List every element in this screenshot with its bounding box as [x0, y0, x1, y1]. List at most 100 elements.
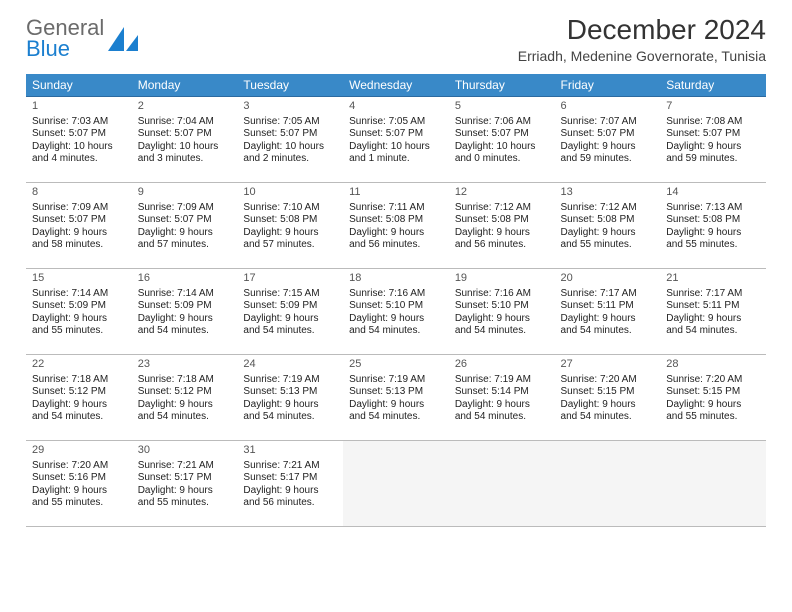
weekday-header: Thursday [449, 74, 555, 97]
calendar-cell [449, 441, 555, 527]
daylight-text: Daylight: 9 hours and 54 minutes. [349, 399, 443, 424]
sunset-text: Sunset: 5:09 PM [32, 300, 126, 313]
sunset-text: Sunset: 5:17 PM [243, 472, 337, 485]
sunrise-text: Sunrise: 7:06 AM [455, 116, 549, 129]
sunrise-text: Sunrise: 7:20 AM [666, 374, 760, 387]
sunset-text: Sunset: 5:15 PM [561, 386, 655, 399]
daylight-text: Daylight: 10 hours and 1 minute. [349, 141, 443, 166]
daylight-text: Daylight: 9 hours and 55 minutes. [666, 227, 760, 252]
sunrise-text: Sunrise: 7:17 AM [666, 288, 760, 301]
calendar-cell: 17Sunrise: 7:15 AMSunset: 5:09 PMDayligh… [237, 269, 343, 355]
day-number: 4 [349, 100, 443, 114]
daylight-text: Daylight: 9 hours and 55 minutes. [138, 485, 232, 510]
sunrise-text: Sunrise: 7:08 AM [666, 116, 760, 129]
sunrise-text: Sunrise: 7:15 AM [243, 288, 337, 301]
sunrise-text: Sunrise: 7:09 AM [138, 202, 232, 215]
daylight-text: Daylight: 9 hours and 59 minutes. [666, 141, 760, 166]
daylight-text: Daylight: 9 hours and 54 minutes. [243, 399, 337, 424]
sunrise-text: Sunrise: 7:16 AM [349, 288, 443, 301]
daylight-text: Daylight: 9 hours and 56 minutes. [455, 227, 549, 252]
calendar-cell: 14 Sunrise: 7:13 AMSunset: 5:08 PMDayligh… [660, 183, 766, 269]
sunrise-text: Sunrise: 7:09 AM [32, 202, 126, 215]
daylight-text: Daylight: 9 hours and 54 minutes. [561, 399, 655, 424]
sunrise-text: Sunrise: 7:03 AM [32, 116, 126, 129]
sunrise-text: Sunrise: 7:21 AM [243, 460, 337, 473]
calendar-cell: 4Sunrise: 7:05 AMSunset: 5:07 PMDaylight… [343, 97, 449, 183]
sunset-text: Sunset: 5:12 PM [32, 386, 126, 399]
sail-icon [106, 25, 140, 53]
day-number: 12 [455, 186, 549, 200]
calendar-table: SundayMondayTuesdayWednesdayThursdayFrid… [26, 74, 766, 527]
day-number: 24 [243, 358, 337, 372]
sunset-text: Sunset: 5:07 PM [243, 128, 337, 141]
sunset-text: Sunset: 5:09 PM [243, 300, 337, 313]
calendar-cell: 24Sunrise: 7:19 AMSunset: 5:13 PMDayligh… [237, 355, 343, 441]
day-number: 6 [561, 100, 655, 114]
sunset-text: Sunset: 5:09 PM [138, 300, 232, 313]
calendar-cell: 29Sunrise: 7:20 AMSunset: 5:16 PMDayligh… [26, 441, 132, 527]
location-text: Erriadh, Medenine Governorate, Tunisia [518, 48, 766, 64]
sunset-text: Sunset: 5:10 PM [455, 300, 549, 313]
day-number: 13 [561, 186, 655, 200]
daylight-text: Daylight: 9 hours and 58 minutes. [32, 227, 126, 252]
sunset-text: Sunset: 5:11 PM [561, 300, 655, 313]
sunset-text: Sunset: 5:08 PM [666, 214, 760, 227]
daylight-text: Daylight: 9 hours and 54 minutes. [666, 313, 760, 338]
sunrise-text: Sunrise: 7:21 AM [138, 460, 232, 473]
calendar-cell: 19Sunrise: 7:16 AMSunset: 5:10 PMDayligh… [449, 269, 555, 355]
daylight-text: Daylight: 9 hours and 54 minutes. [138, 313, 232, 338]
day-number: 10 [243, 186, 337, 200]
calendar-cell: 11Sunrise: 7:11 AMSunset: 5:08 PMDayligh… [343, 183, 449, 269]
sunrise-text: Sunrise: 7:05 AM [349, 116, 443, 129]
weekday-header: Friday [555, 74, 661, 97]
daylight-text: Daylight: 9 hours and 57 minutes. [243, 227, 337, 252]
sunset-text: Sunset: 5:08 PM [561, 214, 655, 227]
sunset-text: Sunset: 5:08 PM [243, 214, 337, 227]
sunrise-text: Sunrise: 7:19 AM [455, 374, 549, 387]
calendar-cell [660, 441, 766, 527]
calendar-cell: 27 Sunrise: 7:20 AMSunset: 5:15 PMDayligh… [555, 355, 661, 441]
calendar-cell: 12Sunrise: 7:12 AMSunset: 5:08 PMDayligh… [449, 183, 555, 269]
logo-text: General Blue [26, 18, 104, 60]
daylight-text: Daylight: 9 hours and 54 minutes. [243, 313, 337, 338]
daylight-text: Daylight: 9 hours and 54 minutes. [455, 313, 549, 338]
calendar-cell [555, 441, 661, 527]
sunrise-text: Sunrise: 7:19 AM [243, 374, 337, 387]
logo: General Blue [26, 14, 140, 60]
calendar-cell: 31Sunrise: 7:21 AMSunset: 5:17 PMDayligh… [237, 441, 343, 527]
weekday-header: Sunday [26, 74, 132, 97]
daylight-text: Daylight: 9 hours and 54 minutes. [455, 399, 549, 424]
day-number: 22 [32, 358, 126, 372]
weekday-header: Wednesday [343, 74, 449, 97]
daylight-text: Daylight: 9 hours and 55 minutes. [32, 485, 126, 510]
calendar-cell: 13Sunrise: 7:12 AMSunset: 5:08 PMDayligh… [555, 183, 661, 269]
sunrise-text: Sunrise: 7:18 AM [138, 374, 232, 387]
sunset-text: Sunset: 5:07 PM [32, 128, 126, 141]
day-number: 14 [666, 186, 760, 200]
calendar-cell: 8Sunrise: 7:09 AMSunset: 5:07 PMDaylight… [26, 183, 132, 269]
day-number: 8 [32, 186, 126, 200]
weekday-header: Tuesday [237, 74, 343, 97]
sunset-text: Sunset: 5:14 PM [455, 386, 549, 399]
sunrise-text: Sunrise: 7:13 AM [666, 202, 760, 215]
sunrise-text: Sunrise: 7:17 AM [561, 288, 655, 301]
sunrise-text: Sunrise: 7:14 AM [138, 288, 232, 301]
day-number: 16 [138, 272, 232, 286]
day-number: 3 [243, 100, 337, 114]
calendar-cell: 16 Sunrise: 7:14 AMSunset: 5:09 PMDayligh… [132, 269, 238, 355]
daylight-text: Daylight: 9 hours and 55 minutes. [32, 313, 126, 338]
calendar-cell: 3Sunrise: 7:05 AMSunset: 5:07 PMDaylight… [237, 97, 343, 183]
day-number: 27 [561, 358, 655, 372]
calendar-cell: 6Sunrise: 7:07 AMSunset: 5:07 PMDaylight… [555, 97, 661, 183]
daylight-text: Daylight: 9 hours and 54 minutes. [138, 399, 232, 424]
sunset-text: Sunset: 5:07 PM [666, 128, 760, 141]
calendar-cell: 23Sunrise: 7:18 AMSunset: 5:12 PMDayligh… [132, 355, 238, 441]
calendar-cell: 20Sunrise: 7:17 AMSunset: 5:11 PMDayligh… [555, 269, 661, 355]
sunrise-text: Sunrise: 7:20 AM [561, 374, 655, 387]
sunrise-text: Sunrise: 7:14 AM [32, 288, 126, 301]
day-number: 5 [455, 100, 549, 114]
sunset-text: Sunset: 5:15 PM [666, 386, 760, 399]
calendar-cell: 25Sunrise: 7:19 AMSunset: 5:13 PMDayligh… [343, 355, 449, 441]
day-number: 20 [561, 272, 655, 286]
day-number: 19 [455, 272, 549, 286]
